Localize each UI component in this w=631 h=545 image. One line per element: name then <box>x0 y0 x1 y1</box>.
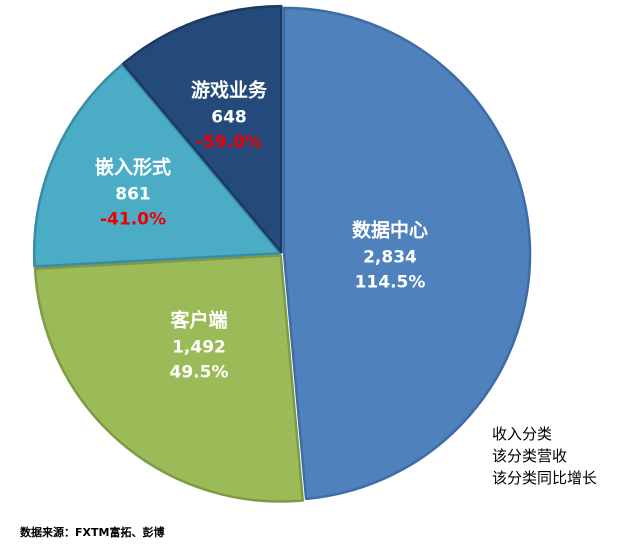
data-source-note: 数据来源：FXTM富拓、彭博 <box>20 526 165 539</box>
annotation-line-revenue: 该分类营收 <box>492 447 568 465</box>
annotation-legend: 收入分类 该分类营收 该分类同比增长 <box>492 423 597 489</box>
annotation-line-growth: 该分类同比增长 <box>492 469 598 487</box>
pie-slice-2 <box>32 63 282 268</box>
annotation-line-category: 收入分类 <box>492 425 553 443</box>
pie-slice-3 <box>122 4 283 254</box>
pie-slice-1 <box>33 254 305 503</box>
pie-slice-0 <box>282 6 532 501</box>
